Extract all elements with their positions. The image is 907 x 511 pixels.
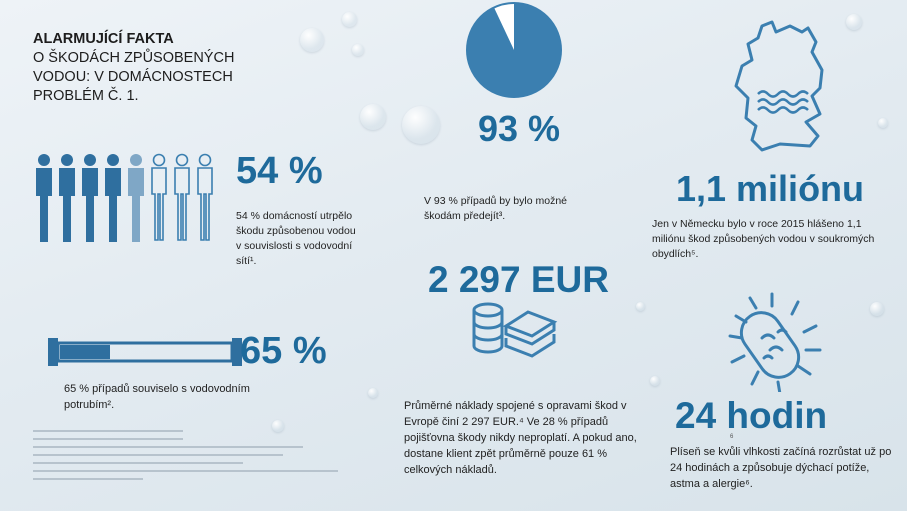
mold-mark: 6 [730,434,734,440]
pie-slice [467,3,561,98]
water-drop [870,302,884,316]
households-text: 54 % domácností utrpělo škodu způsobenou… [236,210,356,267]
cost-value: 2 297 EUR [428,259,609,300]
germany-text: Jen v Německu bylo v roce 2015 hlášeno 1… [652,218,875,260]
mold-text: Plíseň se kvůli vlhkosti začíná rozrůsta… [670,446,892,490]
germany-value: 1,1 miliónu [676,168,865,209]
preventable-pie [466,2,562,98]
water-drop [300,28,324,52]
water-drop [636,302,645,311]
water-drop [360,104,386,130]
pipes-text: 65 % případů souviselo s vodovodním potr… [64,383,250,411]
preventable-percent: 93 % [478,108,561,149]
page-title-line2: O ŠKODÁCH ZPŮSOBENÝCH VODOU: V DOMÁCNOST… [33,50,235,104]
money-icon [472,302,558,358]
page-title: ALARMUJÍCÍ FAKTA O ŠKODÁCH ZPŮSOBENÝCH V… [33,30,273,106]
water-drop [846,14,862,30]
water-drop [352,44,364,56]
water-drop [368,388,378,398]
households-percent: 54 % [236,150,323,192]
preventable-text: V 93 % případů by bylo možné škodám před… [424,195,568,222]
mold-value: 24 hodin [675,395,828,436]
water-drop [878,118,888,128]
water-drop [272,420,284,432]
germany-map-icon [734,20,824,152]
water-drop [402,106,440,144]
pipe-icon [48,338,242,366]
footnotes [33,428,343,484]
water-drop [342,12,357,27]
cost-text: Průměrné náklady spojené s opravami škod… [404,400,637,476]
page-title-line1: ALARMUJÍCÍ FAKTA [33,31,174,47]
people-icon [36,153,213,242]
water-drop [650,376,660,386]
bacteria-icon [728,292,822,392]
pipes-percent: 65 % [240,330,327,372]
